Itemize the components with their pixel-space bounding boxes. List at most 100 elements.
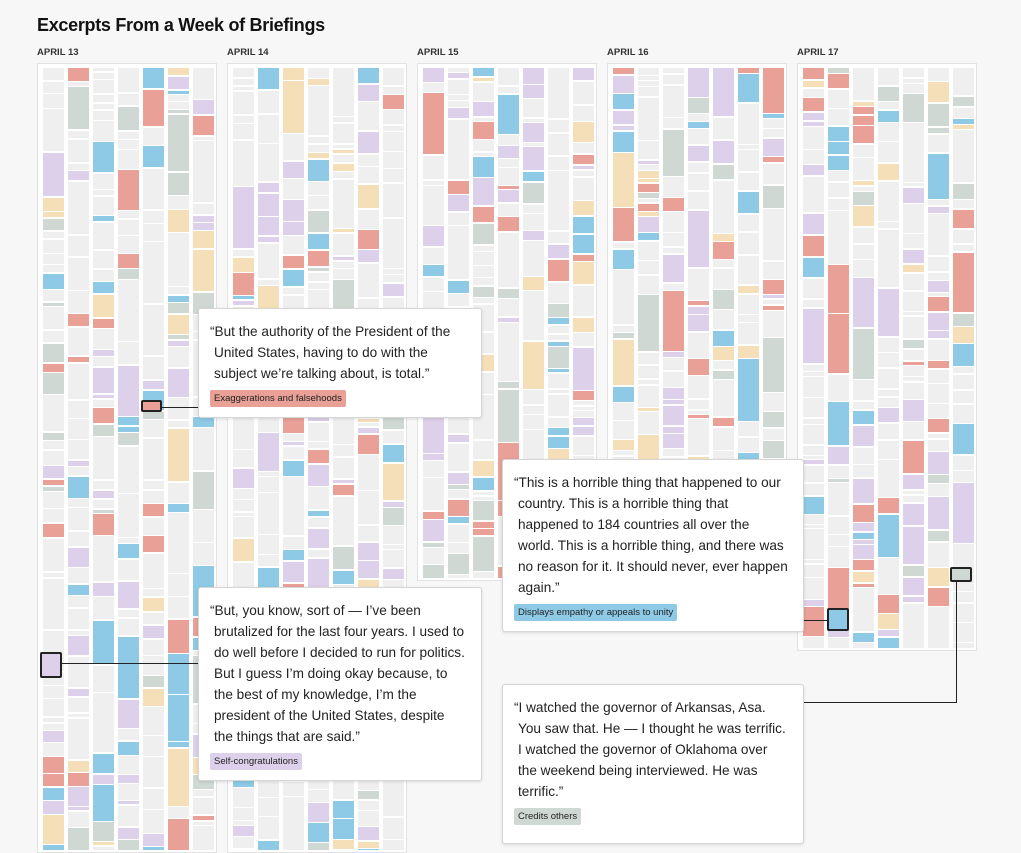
transcript-segment — [803, 529, 824, 559]
transcript-segment — [473, 492, 494, 495]
transcript-segment — [68, 461, 89, 466]
transcript-segment — [448, 490, 469, 498]
transcript-segment — [498, 168, 519, 185]
transcript-segment — [168, 421, 189, 427]
transcript-segment — [473, 68, 494, 76]
transcript-segment — [903, 383, 924, 399]
transcript-segment — [878, 353, 899, 367]
transcript-segment — [953, 184, 974, 199]
transcript-segment — [93, 350, 114, 356]
transcript-segment — [233, 124, 254, 139]
transcript-segment — [928, 531, 949, 541]
transcript-segment — [548, 326, 569, 333]
transcript-segment — [953, 245, 974, 251]
transcript-segment — [118, 840, 139, 850]
transcript-segment — [93, 693, 114, 752]
transcript-segment — [738, 359, 759, 421]
transcript-segment — [763, 164, 784, 184]
transcript-segment — [878, 102, 899, 109]
transcript-segment — [93, 536, 114, 581]
transcript-segment — [878, 369, 899, 388]
transcript-segment — [233, 301, 254, 305]
transcript-segment — [853, 158, 874, 180]
transcript-segment — [878, 614, 899, 629]
transcript-segment — [928, 128, 949, 133]
transcript-segment — [448, 575, 469, 578]
transcript-segment — [828, 211, 849, 264]
transcript-segment — [523, 85, 544, 98]
transcript-segment — [308, 268, 329, 271]
transcript-segment — [548, 347, 569, 368]
transcript-segment — [523, 68, 544, 84]
transcript-segment — [68, 585, 89, 595]
transcript-segment — [498, 68, 519, 85]
transcript-segment — [333, 234, 354, 255]
transcript-segment — [43, 331, 64, 342]
transcript-segment — [118, 784, 139, 800]
transcript-segment — [878, 230, 899, 287]
transcript-segment — [713, 260, 734, 267]
transcript-segment — [43, 743, 64, 756]
transcript-segment — [763, 295, 784, 298]
transcript-segment — [258, 555, 279, 566]
transcript-segment — [308, 465, 329, 486]
transcript-segment — [283, 447, 304, 459]
transcript-segment — [448, 281, 469, 293]
transcript-segment — [258, 91, 279, 113]
transcript-segment — [383, 840, 404, 850]
transcript-segment — [573, 262, 594, 284]
transcript-segment — [573, 437, 594, 455]
transcript-segment — [928, 293, 949, 296]
transcript-segment — [423, 186, 444, 225]
transcript-segment — [358, 580, 379, 587]
transcript-segment — [168, 115, 189, 171]
transcript-segment — [93, 174, 114, 189]
transcript-segment — [143, 834, 164, 846]
transcript-segment — [828, 109, 849, 125]
transcript-segment — [43, 724, 64, 730]
transcript-segment — [803, 446, 824, 455]
transcript-segment — [713, 347, 734, 360]
transcript-segment — [168, 369, 189, 397]
transcript-segment — [928, 475, 949, 483]
transcript-segment — [168, 102, 189, 109]
transcript-segment — [738, 323, 759, 344]
transcript-segment — [498, 87, 519, 93]
transcript-segment — [43, 718, 64, 722]
transcript-segment — [193, 510, 214, 542]
transcript-segment — [93, 80, 114, 93]
transcript-segment — [638, 141, 659, 159]
highlight-marker[interactable] — [950, 567, 972, 582]
transcript-segment — [763, 262, 784, 279]
transcript-segment — [903, 265, 924, 272]
transcript-segment — [763, 139, 784, 156]
transcript-segment — [93, 357, 114, 366]
transcript-segment — [613, 250, 634, 269]
transcript-segment — [498, 186, 519, 189]
transcript-segment — [68, 807, 89, 810]
highlight-marker[interactable] — [827, 608, 849, 631]
transcript-segment — [853, 448, 874, 464]
transcript-segment — [473, 207, 494, 222]
transcript-segment — [193, 100, 214, 114]
transcript-segment — [423, 181, 444, 185]
transcript-segment — [803, 89, 824, 97]
transcript-column — [828, 68, 849, 648]
transcript-segment — [803, 456, 824, 459]
transcript-segment — [473, 497, 494, 500]
transcript-segment — [358, 791, 379, 799]
transcript-segment — [333, 68, 354, 116]
transcript-segment — [118, 170, 139, 210]
transcript-segment — [473, 529, 494, 535]
transcript-segment — [68, 773, 89, 786]
transcript-segment — [143, 381, 164, 389]
transcript-segment — [448, 294, 469, 306]
transcript-segment — [43, 153, 64, 196]
transcript-segment — [423, 543, 444, 547]
highlight-marker[interactable] — [40, 652, 62, 678]
highlight-marker[interactable] — [141, 400, 162, 412]
transcript-segment — [308, 137, 329, 143]
transcript-segment — [803, 377, 824, 397]
transcript-segment — [828, 517, 849, 534]
transcript-segment — [358, 85, 379, 101]
